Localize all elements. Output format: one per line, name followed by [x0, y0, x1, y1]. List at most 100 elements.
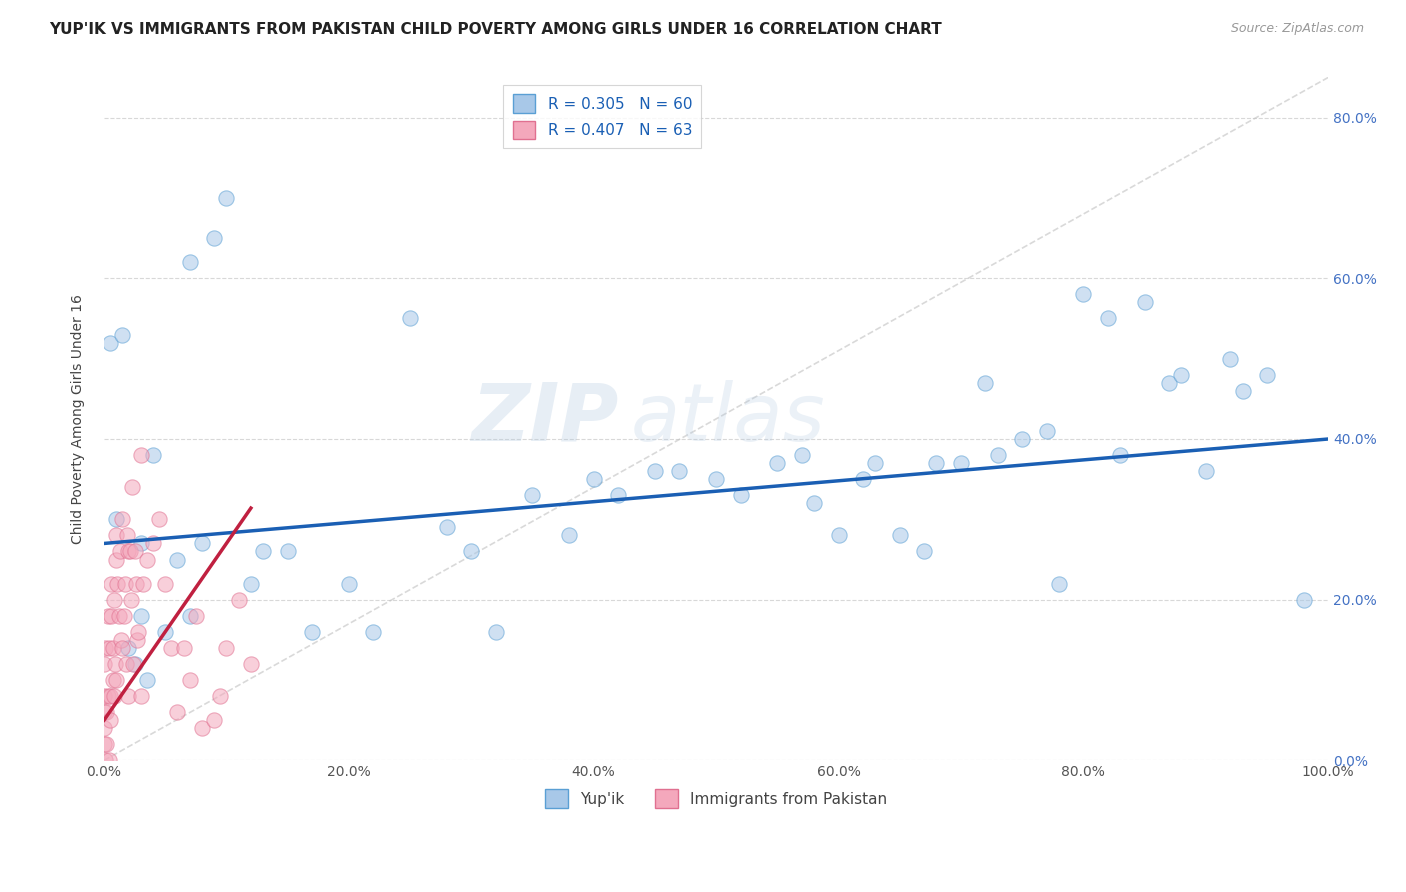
Point: [93, 721, 115, 735]
Point: [97, 689, 120, 703]
Point: [94, 640, 117, 655]
Point: [1035, 424, 1057, 438]
Point: [987, 448, 1010, 462]
Point: [124, 544, 146, 558]
Point: [522, 488, 544, 502]
Point: [974, 376, 997, 390]
Point: [228, 592, 250, 607]
Point: [1047, 576, 1070, 591]
Point: [142, 448, 165, 462]
Point: [790, 448, 813, 462]
Point: [1109, 448, 1132, 462]
Point: [889, 528, 911, 542]
Point: [301, 624, 323, 639]
Point: [730, 488, 752, 502]
Point: [103, 689, 125, 703]
Point: [129, 689, 152, 703]
Point: [94, 753, 117, 767]
Point: [118, 544, 141, 558]
Point: [184, 608, 207, 623]
Point: [766, 456, 789, 470]
Point: [644, 464, 666, 478]
Point: [97, 640, 120, 655]
Y-axis label: Child Poverty Among Girls Under 16: Child Poverty Among Girls Under 16: [72, 294, 86, 544]
Point: [142, 536, 165, 550]
Point: [925, 456, 948, 470]
Point: [485, 624, 508, 639]
Point: [582, 472, 605, 486]
Point: [98, 335, 121, 350]
Text: atlas: atlas: [630, 380, 825, 458]
Point: [1097, 311, 1119, 326]
Point: [558, 528, 581, 542]
Point: [1011, 432, 1033, 446]
Point: [124, 657, 146, 671]
Point: [215, 640, 238, 655]
Point: [160, 640, 183, 655]
Point: [117, 640, 139, 655]
Point: [125, 632, 148, 647]
Point: [239, 576, 262, 591]
Point: [1256, 368, 1278, 382]
Point: [111, 640, 134, 655]
Point: [107, 608, 129, 623]
Point: [129, 608, 152, 623]
Point: [101, 673, 124, 687]
Point: [1170, 368, 1192, 382]
Point: [1232, 384, 1254, 398]
Text: YUP'IK VS IMMIGRANTS FROM PAKISTAN CHILD POVERTY AMONG GIRLS UNDER 16 CORRELATIO: YUP'IK VS IMMIGRANTS FROM PAKISTAN CHILD…: [49, 22, 942, 37]
Point: [105, 512, 128, 526]
Point: [153, 576, 176, 591]
Point: [132, 576, 155, 591]
Point: [135, 673, 157, 687]
Point: [111, 512, 134, 526]
Point: [148, 512, 170, 526]
Point: [399, 311, 422, 326]
Point: [191, 721, 214, 735]
Point: [93, 737, 115, 751]
Point: [436, 520, 458, 534]
Point: [96, 705, 118, 719]
Point: [96, 737, 118, 751]
Point: [127, 624, 149, 639]
Point: [668, 464, 690, 478]
Point: [135, 552, 157, 566]
Point: [100, 576, 122, 591]
Point: [179, 673, 201, 687]
Point: [110, 632, 132, 647]
Point: [108, 544, 131, 558]
Point: [202, 713, 225, 727]
Point: [1219, 351, 1241, 366]
Point: [117, 528, 139, 542]
Point: [166, 552, 188, 566]
Legend: Yup'ik, Immigrants from Pakistan: Yup'ik, Immigrants from Pakistan: [538, 783, 893, 814]
Point: [949, 456, 972, 470]
Point: [111, 327, 134, 342]
Point: [114, 576, 136, 591]
Text: ZIP: ZIP: [471, 380, 619, 458]
Point: [191, 536, 214, 550]
Point: [120, 592, 142, 607]
Point: [117, 544, 139, 558]
Point: [93, 657, 115, 671]
Point: [112, 608, 135, 623]
Point: [103, 592, 125, 607]
Point: [607, 488, 630, 502]
Point: [105, 552, 128, 566]
Point: [117, 689, 139, 703]
Point: [122, 657, 145, 671]
Point: [1073, 287, 1095, 301]
Point: [363, 624, 385, 639]
Point: [827, 528, 849, 542]
Point: [129, 448, 152, 462]
Point: [1133, 295, 1156, 310]
Point: [277, 544, 299, 558]
Point: [173, 640, 195, 655]
Point: [97, 608, 120, 623]
Point: [115, 657, 138, 671]
Point: [209, 689, 232, 703]
Point: [202, 231, 225, 245]
Point: [105, 528, 128, 542]
Text: Source: ZipAtlas.com: Source: ZipAtlas.com: [1230, 22, 1364, 36]
Point: [104, 657, 127, 671]
